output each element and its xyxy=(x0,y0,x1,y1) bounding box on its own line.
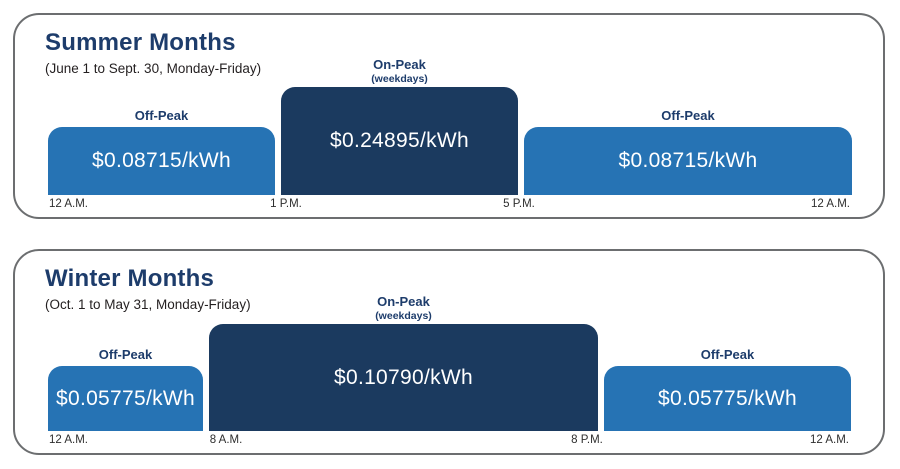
winter-tick-12am-start: 12 A.M. xyxy=(49,434,88,446)
winter-tick-8am: 8 A.M. xyxy=(209,434,243,446)
summer-offpeak-evening-rate: $0.08715/kWh xyxy=(618,149,758,172)
summer-offpeak-evening-bargroup: Off-Peak $0.08715/kWh xyxy=(524,108,852,195)
summer-onpeak-bar: $0.24895/kWh xyxy=(281,87,518,195)
summer-tick-5pm: 5 P.M. xyxy=(503,198,535,210)
winter-tick-8pm: 8 P.M. xyxy=(571,434,603,446)
winter-onpeak-rate: $0.10790/kWh xyxy=(333,365,474,389)
winter-onpeak-bargroup: On-Peak (weekdays) $0.10790/kWh xyxy=(209,293,598,431)
summer-offpeak-morning-bar: $0.08715/kWh xyxy=(48,127,275,195)
winter-offpeak-evening-bar: $0.05775/kWh xyxy=(604,366,851,431)
winter-onpeak-bar: $0.10790/kWh xyxy=(209,324,598,431)
winter-offpeak-morning-label: Off-Peak xyxy=(98,347,153,363)
winter-offpeak-evening-rate: $0.05775/kWh xyxy=(657,386,798,410)
summer-onpeak-bargroup: On-Peak (weekdays) $0.24895/kWh xyxy=(281,56,518,195)
summer-onpeak-rate: $0.24895/kWh xyxy=(329,129,470,152)
winter-offpeak-evening-bargroup: Off-Peak $0.05775/kWh xyxy=(604,347,851,431)
summer-tick-1pm: 1 P.M. xyxy=(270,198,302,210)
summer-offpeak-evening-label: Off-Peak xyxy=(661,108,715,124)
winter-tick-12am-end: 12 A.M. xyxy=(810,434,849,446)
winter-title: Winter Months xyxy=(45,265,215,292)
winter-onpeak-label: On-Peak xyxy=(377,293,430,309)
summer-onpeak-sublabel: (weekdays) xyxy=(371,72,428,85)
summer-tick-12am-start: 12 A.M. xyxy=(49,198,88,210)
winter-date-range: (Oct. 1 to May 31, Monday-Friday) xyxy=(45,297,251,312)
summer-offpeak-morning-label: Off-Peak xyxy=(134,108,189,124)
winter-offpeak-morning-bar: $0.05775/kWh xyxy=(48,366,203,431)
summer-offpeak-morning-rate: $0.08715/kWh xyxy=(91,149,232,172)
summer-title: Summer Months xyxy=(45,29,236,56)
winter-onpeak-sublabel: (weekdays) xyxy=(375,309,432,322)
summer-offpeak-morning-bargroup: Off-Peak $0.08715/kWh xyxy=(48,108,275,195)
summer-tick-12am-end: 12 A.M. xyxy=(811,198,850,210)
winter-offpeak-morning-rate: $0.05775/kWh xyxy=(55,386,196,410)
summer-offpeak-evening-bar: $0.08715/kWh xyxy=(524,127,852,195)
winter-offpeak-morning-bargroup: Off-Peak $0.05775/kWh xyxy=(48,347,203,431)
summer-onpeak-label: On-Peak xyxy=(373,56,426,72)
summer-date-range: (June 1 to Sept. 30, Monday-Friday) xyxy=(45,61,262,76)
summer-months-panel: Summer Months (June 1 to Sept. 30, Monda… xyxy=(13,13,885,219)
winter-offpeak-evening-label: Off-Peak xyxy=(700,347,755,363)
winter-months-panel: Winter Months (Oct. 1 to May 31, Monday-… xyxy=(13,249,885,455)
